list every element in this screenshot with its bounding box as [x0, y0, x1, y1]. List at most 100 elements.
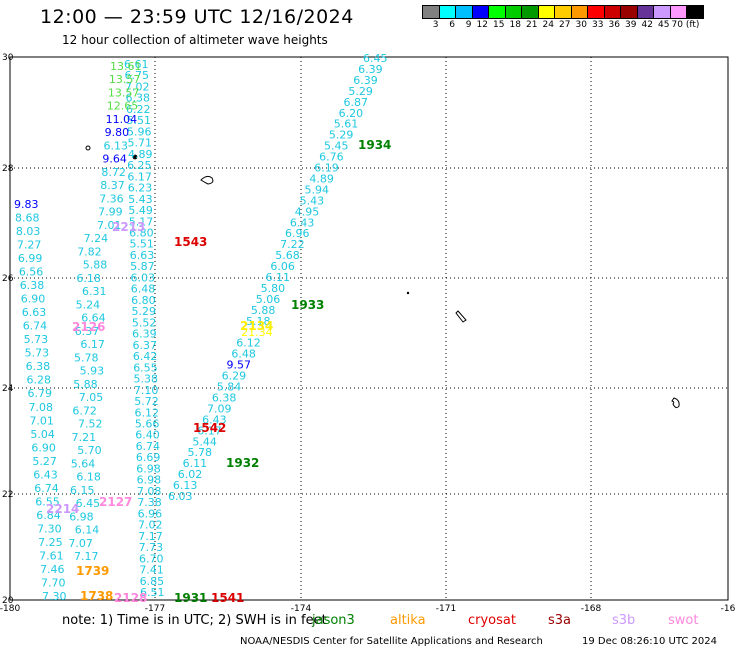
wave-height-value: 9.57 [227, 359, 252, 372]
wave-height-value: 4.95 [295, 205, 320, 218]
colorbar-label: 33 [592, 20, 604, 30]
wave-height-value: 5.04 [30, 428, 55, 441]
axis-ticks: 30 28 26 24 22 20-180 -177 -174 -171 -168 -16 [0, 53, 736, 614]
wave-height-value: 6.98 [69, 510, 94, 523]
wave-height-value: 5.29 [348, 85, 373, 98]
wave-height-value: 7.17 [74, 550, 99, 563]
y-tick-label: 24 [2, 384, 14, 394]
wave-height-value: 5.88 [73, 378, 98, 391]
wave-height-value: 5.18 [246, 315, 271, 328]
wave-height-value: 6.37 [133, 339, 158, 352]
pass-time-label: 1933 [291, 298, 324, 312]
wave-height-value: 7.38 [137, 496, 162, 509]
pass-time-label: 1543 [174, 235, 207, 249]
wave-height-value: 7.24 [84, 232, 109, 245]
wave-height-value: 6.96 [138, 507, 163, 520]
wave-height-value: 6.39 [358, 63, 383, 76]
wave-height-value: 6.29 [222, 370, 247, 383]
wave-height-value: 5.87 [130, 260, 155, 273]
wave-height-value: 7.30 [37, 522, 62, 535]
wave-height-value: 21.34 [241, 326, 273, 339]
wave-height-value: 5.06 [256, 293, 281, 306]
wave-height-value: 6.70 [139, 552, 164, 565]
colorbar-label: 9 [465, 20, 472, 30]
wave-height-value: 5.96 [127, 125, 152, 138]
wave-height-value: 6.12 [135, 406, 160, 419]
wave-height-value: 5.45 [324, 140, 349, 153]
wave-height-value: 5.38 [134, 373, 159, 386]
pass-time-label: 2126 [72, 320, 105, 334]
wave-height-value: 5.84 [217, 381, 242, 394]
wave-height-value: 6.13 [173, 479, 198, 492]
wave-height-value: 6.20 [339, 107, 364, 120]
wave-height-value: 6.80 [129, 227, 154, 240]
colorbar-label: 27 [559, 20, 571, 30]
colorbar-label: 12 [476, 20, 488, 30]
y-tick-label: 30 [2, 53, 14, 63]
wave-height-value: 7.41 [139, 564, 164, 577]
colorbar-label: 42 [641, 20, 653, 30]
legend-item-swot: swot [668, 613, 699, 628]
wave-height-value: 7.05 [79, 391, 104, 404]
credit-text: NOAA/NESDIS Center for Satellite Applica… [240, 636, 543, 647]
wave-height-value: 5.29 [329, 129, 354, 142]
wave-height-value: 6.39 [132, 328, 157, 341]
wave-height-value: 6.75 [125, 69, 150, 82]
wave-height-value: 5.78 [188, 446, 213, 459]
wave-height-value: 6.12 [236, 337, 261, 350]
x-tick-label: -174 [291, 604, 312, 614]
note-text: note: 1) Time is in UTC; 2) SWH is in fe… [62, 613, 327, 628]
wave-height-value: 9.83 [14, 198, 39, 211]
wave-height-value: 5.27 [32, 455, 57, 468]
x-tick-label: -180 [0, 604, 20, 614]
wave-height-value: 6.23 [128, 182, 153, 195]
pass-time-label: 1738 [80, 589, 113, 603]
wave-height-value: 7.08 [28, 401, 52, 414]
wave-height-value: 5.88 [251, 304, 276, 317]
wave-height-value: 5.51 [127, 114, 152, 127]
wave-height-value: 6.99 [18, 252, 43, 265]
wave-height-value: 6.17 [197, 424, 222, 437]
y-tick-label: 20 [2, 596, 14, 606]
wave-height-value: 6.38 [126, 92, 151, 105]
y-tick-label: 26 [2, 274, 14, 284]
wave-height-value: 5.44 [192, 435, 217, 448]
island-outlines [85, 145, 680, 409]
pass-time-label: 2128 [114, 591, 147, 605]
wave-height-value: 6.43 [33, 468, 58, 481]
wave-height-value: 6.25 [127, 159, 152, 172]
wave-height-value: 8.37 [100, 179, 125, 192]
wave-height-value: 5.73 [25, 347, 50, 360]
wave-height-value: 6.98 [136, 462, 161, 475]
wave-height-value: 5.49 [128, 204, 153, 217]
wave-height-value: 11.04 [106, 113, 138, 126]
colorbar-label: 36 [608, 20, 620, 30]
wave-height-value: 5.72 [134, 395, 159, 408]
wave-height-value: 6.48 [231, 348, 256, 361]
wave-height-value: 6.18 [76, 471, 101, 484]
wave-height-value: 5.88 [83, 259, 108, 272]
wave-height-value: 5.43 [128, 193, 153, 206]
island-dot [85, 145, 91, 151]
wave-height-value: 6.69 [136, 451, 161, 464]
wave-height-value: 5.64 [71, 457, 96, 470]
wave-height-value: 5.94 [305, 183, 330, 196]
wave-height-value: 6.40 [135, 429, 160, 442]
wave-height-value: 7.61 [39, 549, 64, 562]
island-shape [671, 397, 680, 409]
colorbar-label: 15 [493, 20, 505, 30]
wave-height-value: 6.06 [270, 260, 295, 273]
wave-height-value: 6.38 [20, 279, 45, 292]
legend-item-cryosat: cryosat [468, 613, 516, 628]
wave-height-value: 5.17 [129, 215, 154, 228]
wave-height-value: 6.80 [131, 294, 156, 307]
wave-height-value: 5.51 [129, 238, 154, 251]
wave-height-value: 7.27 [17, 239, 42, 252]
wave-height-value: 6.03 [130, 271, 155, 284]
legend-item-altika: altika [390, 613, 426, 628]
wave-height-value: 13.57 [108, 86, 139, 99]
wave-height-value: 6.03 [168, 490, 193, 503]
wave-height-value: 6.72 [72, 404, 97, 417]
wave-height-value: 7.36 [99, 192, 124, 205]
wave-height-value: 6.14 [75, 524, 100, 537]
